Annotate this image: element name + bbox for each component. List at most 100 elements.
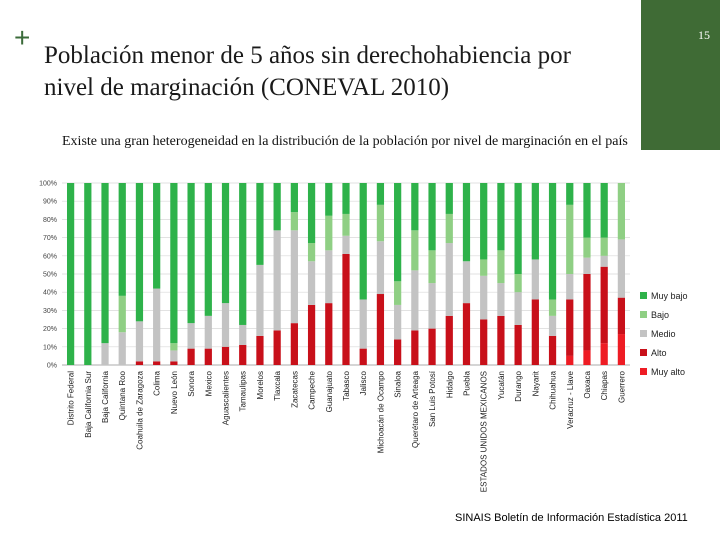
bar-segment-alto [170, 361, 178, 365]
bar-segment-muy-bajo [394, 183, 402, 282]
bar-segment-medio [480, 275, 488, 320]
bar-segment-medio [118, 332, 126, 365]
bar-segment-bajo [290, 212, 298, 231]
bar-segment-bajo [480, 259, 488, 276]
category-label: Nayarit [531, 370, 540, 396]
bar-segment-alto [187, 348, 195, 365]
bar-segment-medio [170, 350, 178, 362]
bar-segment-alto [307, 304, 316, 365]
bar-segment-medio [204, 315, 212, 349]
legend-swatch [640, 368, 647, 375]
bar-segment-medio [497, 283, 505, 316]
category-label: Campeche [308, 370, 317, 409]
bar-segment-alto [342, 253, 350, 365]
category-label: Quintana Roo [118, 370, 127, 420]
bar-segment-alto [239, 344, 247, 365]
category-label: Morelos [256, 371, 265, 399]
category-label: Zacatecas [290, 371, 299, 408]
bar-segment-bajo [445, 213, 453, 244]
category-label: San Luis Potosí [428, 370, 437, 427]
source-note: SINAIS Boletín de Información Estadístic… [455, 512, 688, 524]
category-label: Michoacán de Ocampo [376, 370, 385, 453]
legend-label: Bajo [651, 310, 669, 320]
category-label: Nuevo León [170, 371, 179, 414]
bar-segment-bajo [583, 237, 591, 258]
bar-segment-muy-bajo [256, 183, 264, 265]
y-tick-label: 90% [43, 199, 57, 206]
bar-segment-muy-bajo [359, 183, 367, 300]
bar-segment-muy-bajo [170, 183, 178, 344]
bar-segment-alto [514, 324, 522, 365]
bar-segment-bajo [497, 250, 505, 284]
y-tick-label: 40% [43, 290, 57, 297]
category-label: Mexico [204, 370, 213, 396]
bar-segment-alto [135, 361, 144, 365]
category-label: Baja California [101, 370, 110, 423]
bar-segment-muy-bajo [325, 183, 333, 216]
bar-segment-medio [221, 303, 230, 347]
bar-segment-muy-bajo [497, 183, 505, 251]
bar-segment-alto [376, 294, 385, 365]
bar-segment-muy-bajo [566, 183, 574, 205]
category-label: Querétaro de Arteaga [411, 370, 420, 447]
bar-segment-medio [273, 230, 281, 331]
bar-segment-muy-bajo [239, 183, 247, 325]
legend-label: Muy alto [651, 367, 685, 377]
legend-label: Medio [651, 329, 676, 339]
category-label: Coahuila de Zaragoza [135, 370, 144, 449]
bar-segment-muy-bajo [187, 183, 195, 324]
bar-segment-muy-bajo [376, 183, 385, 205]
category-label: Sinaloa [394, 370, 403, 397]
category-label: Oaxaca [583, 370, 592, 398]
category-label: Tlaxcala [273, 370, 282, 400]
bar-segment-bajo [514, 274, 522, 293]
legend-swatch [640, 311, 647, 318]
legend-swatch [640, 349, 647, 356]
bar-segment-alto [204, 348, 212, 365]
category-label: Baja California Sur [84, 371, 93, 438]
bar-segment-medio [428, 283, 436, 329]
category-label: Yucatán [497, 371, 506, 400]
bar-segment-bajo [600, 237, 608, 256]
bar-segment-bajo [394, 281, 402, 305]
y-tick-label: 50% [43, 272, 57, 279]
category-label: Tamaulipas [239, 371, 248, 411]
bar-segment-alto [290, 323, 298, 365]
bar-segment-muy-bajo [548, 183, 557, 300]
bar-segment-medio [445, 243, 453, 316]
bar-segment-muy-alto [617, 334, 626, 365]
y-tick-label: 80% [43, 217, 57, 224]
bar-segment-muy-bajo [204, 183, 212, 316]
legend-swatch [640, 330, 647, 337]
bar-segment-bajo [307, 243, 316, 262]
bar-segment-muy-bajo [135, 183, 144, 322]
bar-segment-alto [445, 315, 453, 365]
category-label: Chihuahua [549, 370, 558, 409]
bar-segment-muy-alto [566, 355, 574, 365]
category-label: Chiapas [600, 371, 609, 400]
bar-segment-alto [617, 297, 626, 335]
y-tick-label: 60% [43, 253, 57, 260]
bar-segment-alto [394, 339, 402, 365]
bar-segment-muy-alto [583, 350, 591, 365]
bar-segment-medio [101, 343, 109, 365]
bar-segment-alto [462, 303, 471, 365]
bar-segment-alto [359, 348, 367, 365]
category-label: Aguascalientes [222, 371, 231, 425]
legend-label: Alto [651, 348, 667, 358]
bar-segment-bajo [566, 204, 574, 274]
bar-segment-medio [325, 250, 333, 304]
bar-segment-alto [256, 335, 264, 365]
bar-segment-muy-bajo [445, 183, 453, 214]
bar-segment-alto [411, 330, 419, 365]
category-label: Veracruz - Llave [566, 370, 575, 428]
bar-segment-medio [307, 261, 316, 305]
category-label: Puebla [462, 370, 471, 395]
bar-segment-medio [583, 257, 591, 274]
bar-segment-alto [566, 299, 574, 356]
bar-segment-alto [497, 315, 505, 365]
bar-segment-medio [514, 292, 522, 325]
slide-title: Población menor de 5 años sin derechohab… [44, 42, 571, 101]
bar-segment-alto [531, 299, 539, 365]
y-tick-label: 100% [39, 181, 57, 188]
